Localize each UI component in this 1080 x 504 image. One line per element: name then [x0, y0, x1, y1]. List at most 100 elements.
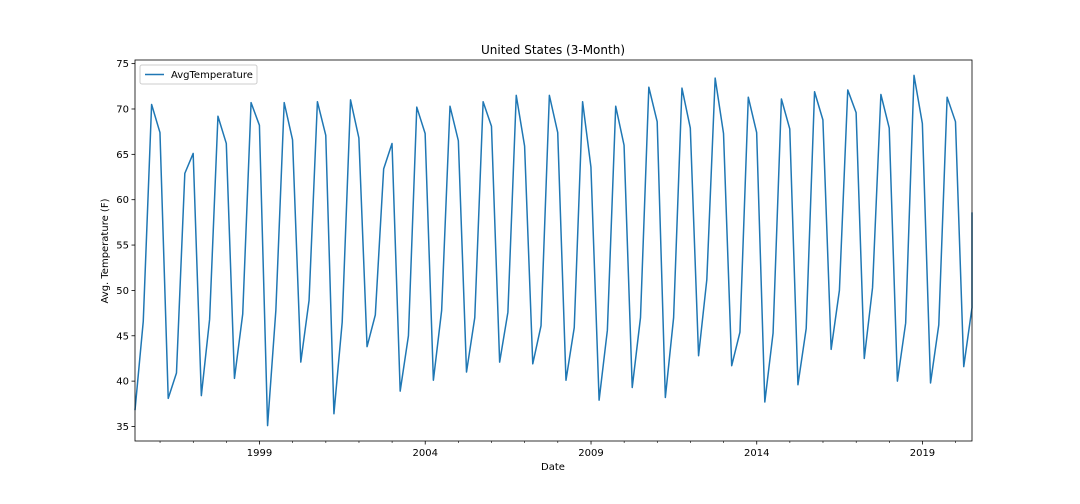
data-point	[366, 345, 368, 347]
x-axis-label: Date	[541, 462, 565, 473]
data-point	[855, 111, 857, 113]
data-point	[532, 363, 534, 365]
data-point	[797, 384, 799, 386]
data-point	[681, 87, 683, 89]
data-point	[730, 365, 732, 367]
data-point	[457, 140, 459, 142]
y-tick-label: 50	[116, 286, 129, 297]
data-point	[283, 101, 285, 103]
data-point	[333, 413, 335, 415]
y-tick-label: 55	[116, 241, 129, 252]
data-point	[847, 89, 849, 91]
data-point	[739, 331, 741, 333]
data-point	[407, 335, 409, 337]
data-point	[697, 355, 699, 357]
data-point	[416, 106, 418, 108]
data-point	[490, 125, 492, 127]
data-point	[548, 94, 550, 96]
axes-frame	[134, 59, 973, 442]
data-point	[523, 145, 525, 147]
data-point	[963, 365, 965, 367]
data-point	[440, 309, 442, 311]
data-point	[482, 101, 484, 103]
legend-label: AvgTemperature	[171, 70, 253, 81]
legend: AvgTemperature	[139, 64, 258, 85]
data-point	[167, 397, 169, 399]
data-point	[507, 311, 509, 313]
data-point	[275, 309, 277, 311]
data-point	[755, 131, 757, 133]
data-point	[175, 372, 177, 374]
data-point	[316, 101, 318, 103]
data-point	[904, 322, 906, 324]
x-tick-label: 2014	[744, 448, 769, 459]
plot-area: 35 40 45 50 55 60 65 70 75 1999 2004 2009 2014 2019	[116, 59, 973, 459]
data-point	[250, 101, 252, 103]
y-tick-label: 60	[116, 195, 129, 206]
data-point	[258, 124, 260, 126]
data-point	[266, 424, 268, 426]
data-point	[780, 98, 782, 100]
data-point	[498, 361, 500, 363]
data-point	[557, 131, 559, 133]
data-point	[714, 77, 716, 79]
x-tick-label: 2004	[412, 448, 437, 459]
chart-title: United States (3-Month)	[481, 43, 625, 57]
data-point	[805, 327, 807, 329]
data-point	[838, 289, 840, 291]
data-point	[200, 394, 202, 396]
x-tick-label: 1999	[247, 448, 272, 459]
data-point	[581, 101, 583, 103]
data-point	[573, 326, 575, 328]
data-point	[432, 379, 434, 381]
y-axis-label: Avg. Temperature (F)	[100, 198, 111, 303]
data-point	[772, 332, 774, 334]
data-point	[921, 122, 923, 124]
data-point	[946, 96, 948, 98]
data-point	[938, 324, 940, 326]
data-point	[374, 314, 376, 316]
y-tick-label: 40	[116, 377, 129, 388]
y-tick-label: 45	[116, 331, 129, 342]
data-point	[656, 120, 658, 122]
data-point	[540, 325, 542, 327]
data-point	[515, 94, 517, 96]
data-point	[225, 142, 227, 144]
data-point	[159, 131, 161, 133]
x-tick-label: 2009	[578, 448, 603, 459]
data-point	[242, 313, 244, 315]
data-point	[598, 399, 600, 401]
data-point	[863, 357, 865, 359]
data-point	[391, 142, 393, 144]
data-point	[747, 96, 749, 98]
data-point	[308, 299, 310, 301]
data-point	[382, 168, 384, 170]
legend-frame	[139, 64, 258, 85]
data-point	[325, 134, 327, 136]
data-point	[465, 371, 467, 373]
data-point	[896, 380, 898, 382]
data-point	[929, 382, 931, 384]
data-point	[871, 286, 873, 288]
data-point	[474, 316, 476, 318]
data-point	[822, 119, 824, 121]
data-point	[590, 166, 592, 168]
y-tick-label: 35	[116, 422, 129, 433]
data-point	[399, 390, 401, 392]
data-point	[142, 320, 144, 322]
data-point	[150, 103, 152, 105]
data-point	[722, 132, 724, 134]
data-point	[830, 348, 832, 350]
data-point	[631, 386, 633, 388]
data-point	[813, 91, 815, 93]
data-point	[689, 127, 691, 129]
data-point	[880, 93, 882, 95]
data-point	[192, 152, 194, 154]
data-point	[615, 105, 617, 107]
data-point	[233, 377, 235, 379]
data-point	[208, 318, 210, 320]
data-point	[648, 86, 650, 88]
data-point	[913, 74, 915, 76]
y-tick-label: 65	[116, 150, 129, 161]
